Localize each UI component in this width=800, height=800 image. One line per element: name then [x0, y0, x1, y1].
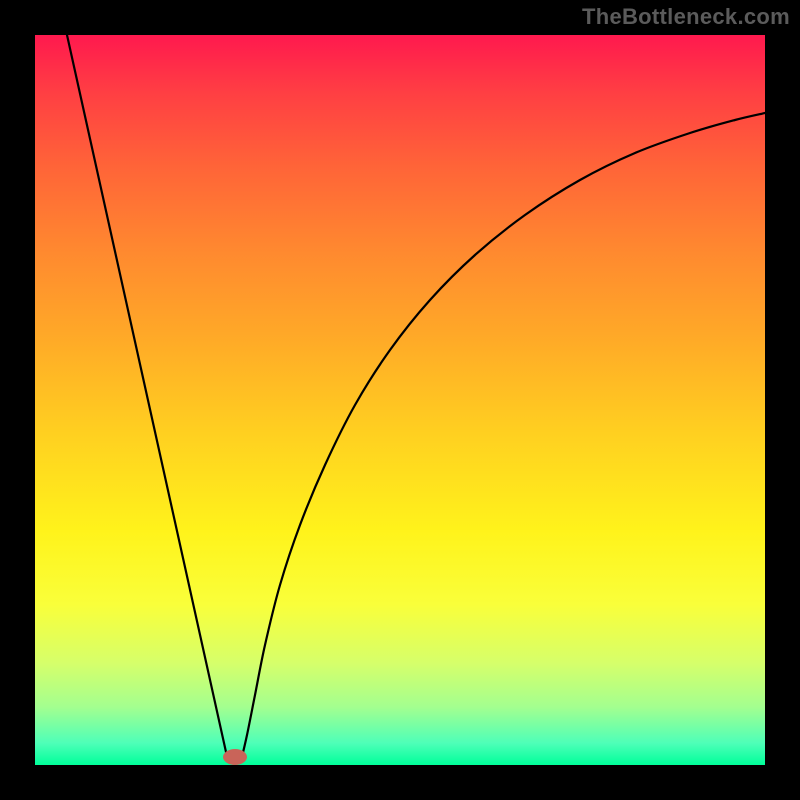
plot-area — [35, 35, 765, 765]
watermark: TheBottleneck.com — [582, 4, 790, 30]
chart-root: TheBottleneck.com — [0, 0, 800, 800]
curve-svg — [35, 35, 765, 765]
left-line — [67, 35, 228, 761]
right-curve — [241, 113, 765, 761]
min-marker — [223, 749, 247, 765]
